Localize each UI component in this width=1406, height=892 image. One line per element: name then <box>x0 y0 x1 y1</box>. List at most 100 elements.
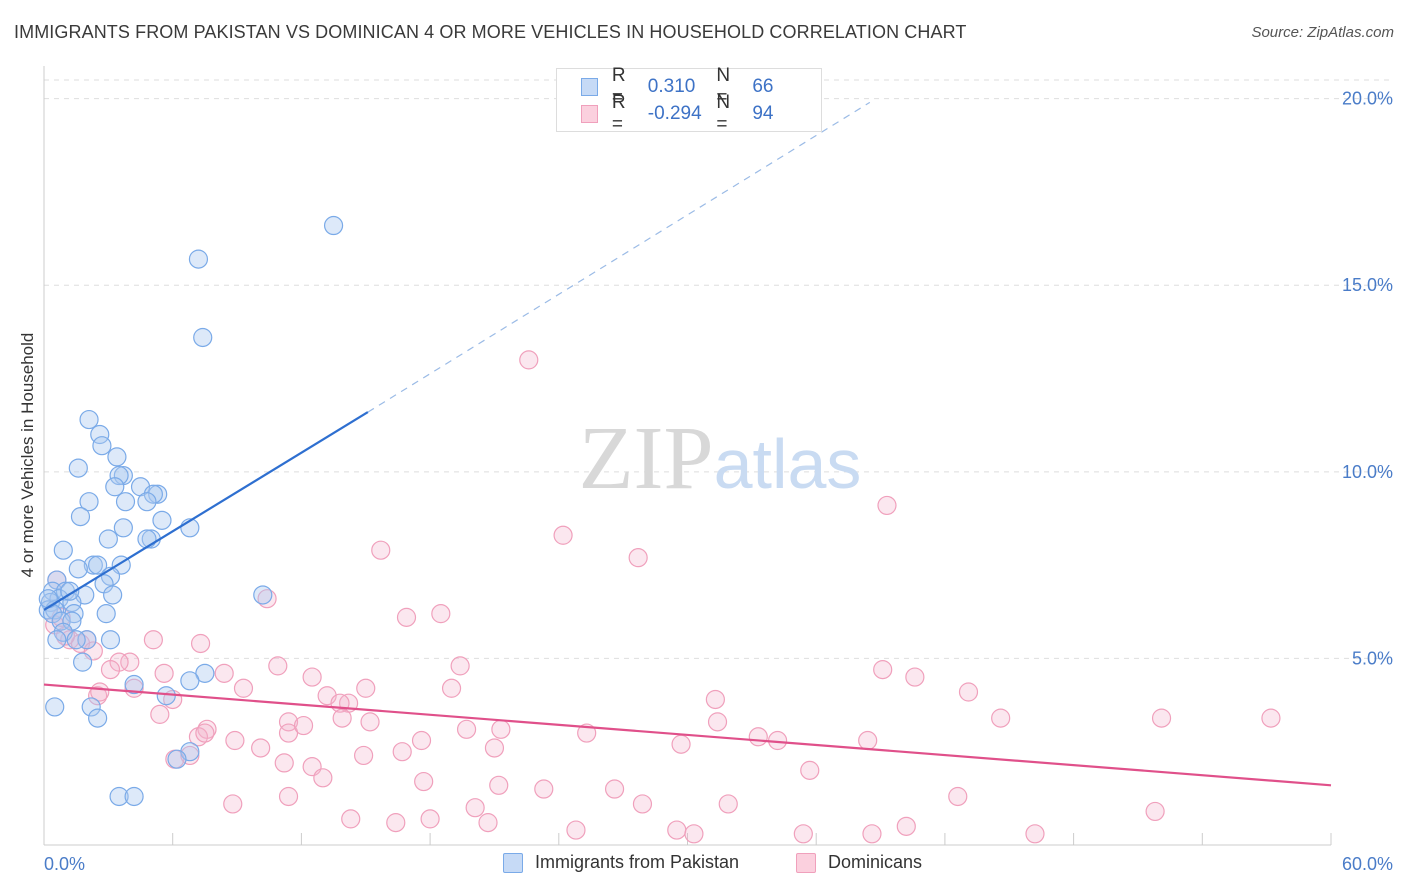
pakistan-point[interactable] <box>38 589 58 609</box>
dominican-point[interactable] <box>223 794 243 814</box>
pakistan-point[interactable] <box>137 492 157 512</box>
pakistan-point[interactable] <box>45 697 65 717</box>
legend-item-pakistan[interactable]: Immigrants from Pakistan <box>503 852 739 873</box>
dominican-point[interactable] <box>667 820 687 840</box>
dominican-point[interactable] <box>1151 708 1172 728</box>
dominican-point[interactable] <box>225 730 245 751</box>
dominican-point[interactable] <box>800 760 820 780</box>
dominican-point[interactable] <box>214 663 234 683</box>
dominican-point[interactable] <box>948 786 968 807</box>
dominican-point[interactable] <box>519 350 539 370</box>
dominican-point[interactable] <box>354 745 374 766</box>
dominican-point[interactable] <box>862 824 882 844</box>
dominican-point[interactable] <box>671 734 691 754</box>
dominican-point[interactable] <box>293 715 314 736</box>
pakistan-point[interactable] <box>137 529 157 549</box>
pakistan-point[interactable] <box>88 555 108 575</box>
dominican-point[interactable] <box>1145 801 1165 822</box>
dominican-point[interactable] <box>534 779 554 799</box>
pakistan-point[interactable] <box>88 708 108 728</box>
pakistan-point[interactable] <box>115 492 136 512</box>
pakistan-point[interactable] <box>323 215 344 236</box>
dominican-point[interactable] <box>386 813 406 833</box>
pakistan-point[interactable] <box>77 630 97 650</box>
pakistan-point[interactable] <box>113 518 133 538</box>
dominican-point[interactable] <box>450 656 470 676</box>
dominican-point[interactable] <box>491 719 511 739</box>
pakistan-point[interactable] <box>253 585 273 605</box>
dominican-point[interactable] <box>392 742 412 762</box>
dominican-point[interactable] <box>566 820 586 840</box>
dominican-point[interactable] <box>100 660 121 680</box>
dominican-point[interactable] <box>341 809 361 829</box>
legend-item-dominicans[interactable]: Dominicans <box>796 852 922 873</box>
pakistan-point[interactable] <box>73 652 93 672</box>
dominican-point[interactable] <box>718 794 738 814</box>
pakistan-point[interactable] <box>70 507 91 527</box>
dominican-point[interactable] <box>278 786 299 807</box>
dominican-point[interactable] <box>278 712 299 732</box>
dominican-point[interactable] <box>143 630 163 650</box>
pakistan-point[interactable] <box>109 465 129 486</box>
dominican-point[interactable] <box>154 663 174 683</box>
dominican-point[interactable] <box>251 738 271 758</box>
pakistan-point[interactable] <box>96 604 116 624</box>
pakistan-point[interactable] <box>81 697 101 717</box>
pakistan-point[interactable] <box>92 436 112 456</box>
dominican-point[interactable] <box>356 678 376 698</box>
pakistan-point[interactable] <box>167 749 187 769</box>
dominican-point[interactable] <box>456 719 477 739</box>
pakistan-point[interactable] <box>103 585 123 605</box>
pakistan-point[interactable] <box>109 786 129 807</box>
dominican-point[interactable] <box>411 730 432 751</box>
dominican-point[interactable] <box>991 708 1011 728</box>
dominican-point[interactable] <box>484 738 505 758</box>
pakistan-point[interactable] <box>124 786 144 807</box>
pakistan-point[interactable] <box>83 555 103 575</box>
dominican-point[interactable] <box>190 633 211 654</box>
dominican-point[interactable] <box>1261 708 1281 728</box>
dominican-point[interactable] <box>332 708 352 728</box>
dominican-point[interactable] <box>274 753 294 773</box>
dominican-point[interactable] <box>748 727 768 747</box>
pakistan-point[interactable] <box>143 484 163 504</box>
dominican-point[interactable] <box>684 824 704 844</box>
dominican-point[interactable] <box>877 495 897 516</box>
pakistan-point[interactable] <box>53 540 73 560</box>
pakistan-point[interactable] <box>152 510 172 530</box>
dominican-point[interactable] <box>150 704 170 724</box>
dominican-point[interactable] <box>604 779 625 799</box>
dominican-point[interactable] <box>905 667 925 687</box>
dominican-point[interactable] <box>958 682 979 702</box>
pakistan-point[interactable] <box>98 529 118 549</box>
pakistan-point[interactable] <box>68 458 88 478</box>
dominican-point[interactable] <box>420 809 440 829</box>
dominican-point[interactable] <box>120 652 140 672</box>
dominican-point[interactable] <box>873 660 893 680</box>
pakistan-point[interactable] <box>79 492 99 512</box>
dominican-point[interactable] <box>431 604 451 624</box>
pakistan-point[interactable] <box>100 630 121 650</box>
dominican-point[interactable] <box>632 794 653 814</box>
pakistan-point[interactable] <box>66 630 86 650</box>
pakistan-point[interactable] <box>47 630 67 650</box>
dominican-point[interactable] <box>707 712 728 732</box>
dominican-point[interactable] <box>705 689 725 710</box>
pakistan-point[interactable] <box>68 559 88 579</box>
pakistan-point[interactable] <box>105 477 125 497</box>
dominican-point[interactable] <box>858 730 878 751</box>
dominican-point[interactable] <box>233 678 254 698</box>
pakistan-point[interactable] <box>156 686 176 706</box>
dominican-point[interactable] <box>478 813 498 833</box>
dominican-point[interactable] <box>268 656 288 676</box>
pakistan-point[interactable] <box>79 409 99 430</box>
dominican-point[interactable] <box>360 712 380 732</box>
dominican-point[interactable] <box>302 667 322 687</box>
dominican-point[interactable] <box>371 540 391 560</box>
dominican-point[interactable] <box>465 798 485 818</box>
dominican-point[interactable] <box>577 723 597 743</box>
dominican-point[interactable] <box>313 768 333 788</box>
dominican-point[interactable] <box>414 771 434 792</box>
pakistan-point[interactable] <box>107 447 127 467</box>
dominican-point[interactable] <box>396 607 417 627</box>
